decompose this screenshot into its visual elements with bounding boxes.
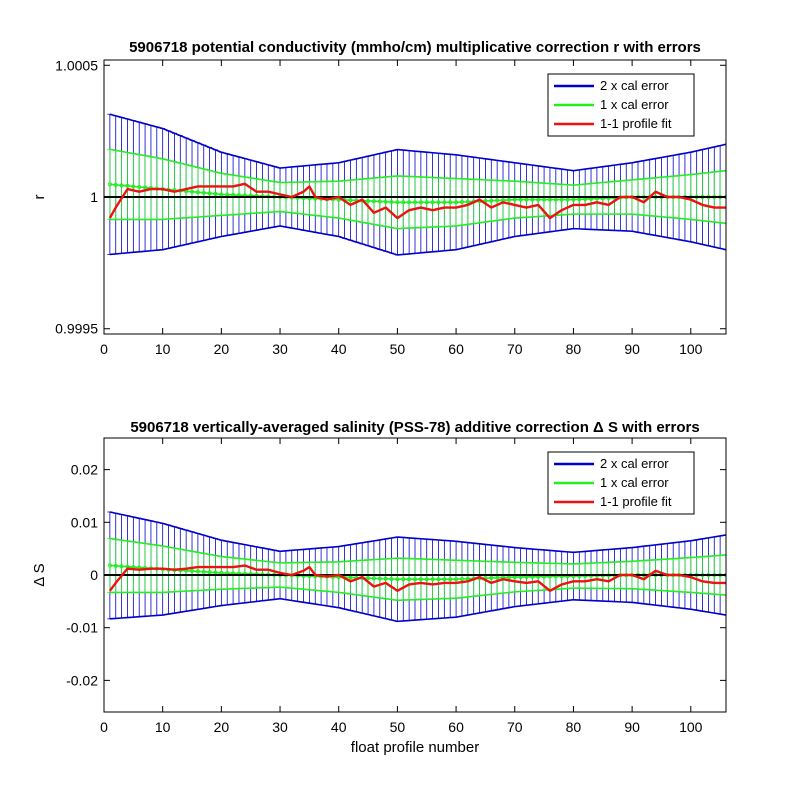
two-cal-error-upper-line [109, 511, 726, 554]
x-tick-label: 90 [624, 719, 640, 735]
y-axis-label: r [31, 195, 48, 200]
x-tick-label: 90 [624, 341, 640, 357]
legend: 2 x cal error 1 x cal error 1-1 profile fi… [547, 73, 695, 137]
one-cal-error-upper-line [109, 537, 726, 565]
legend-label: 1-1 profile fit [600, 116, 672, 131]
x-tick-label: 30 [272, 341, 288, 357]
y-tick-label: 0.02 [71, 462, 98, 478]
profile-fit-line [108, 182, 726, 220]
x-tick-label: 100 [679, 341, 703, 357]
chart-title: 5906718 potential conductivity (mmho/cm)… [129, 39, 701, 56]
x-tick-label: 60 [448, 341, 464, 357]
x-tick-label: 60 [448, 719, 464, 735]
panel-top-conductivity-correction: 5906718 potential conductivity (mmho/cm)… [31, 39, 727, 357]
x-tick-label: 80 [566, 719, 582, 735]
x-tick-label: 0 [100, 341, 108, 357]
y-tick-label: 0 [90, 567, 98, 583]
x-axis-label: float profile number [351, 739, 479, 756]
y-tick-label: 0.01 [71, 514, 98, 530]
legend-label: 1-1 profile fit [600, 494, 672, 509]
two-cal-error-upper-line [109, 113, 726, 172]
plot-data-group [104, 113, 726, 256]
x-tick-label: 10 [155, 719, 171, 735]
legend-label: 1 x cal error [600, 475, 669, 490]
x-tick-label: 40 [331, 719, 347, 735]
x-tick-label: 0 [100, 719, 108, 735]
legend-label: 2 x cal error [600, 78, 669, 93]
x-tick-label: 70 [507, 719, 523, 735]
y-axis-label: Δ S [31, 563, 48, 586]
x-tick-label: 20 [214, 341, 230, 357]
x-tick-label: 30 [272, 719, 288, 735]
plot-data-group [104, 511, 726, 623]
x-tick-label: 50 [390, 341, 406, 357]
x-tick-label: 100 [679, 719, 703, 735]
two-cal-error-lower-line [109, 597, 726, 623]
y-tick-label: 1.0005 [55, 57, 98, 73]
chart-title: 5906718 vertically-averaged salinity (PS… [130, 419, 699, 436]
profile-fit-line [108, 564, 726, 593]
y-tick-label: 0.9995 [55, 321, 98, 337]
one-cal-error-upper-line [109, 148, 726, 186]
x-tick-label: 10 [155, 341, 171, 357]
one-cal-error-lower-line [109, 210, 726, 230]
x-tick-label: 50 [390, 719, 406, 735]
two-cal-error-lower-line [109, 225, 726, 256]
legend-label: 2 x cal error [600, 456, 669, 471]
x-tick-label: 70 [507, 341, 523, 357]
x-tick-label: 80 [566, 341, 582, 357]
legend: 2 x cal error 1 x cal error 1-1 profile fi… [547, 451, 695, 515]
x-tick-label: 40 [331, 341, 347, 357]
y-tick-label: -0.02 [66, 672, 98, 688]
one-cal-error-lower-line [109, 586, 726, 602]
legend-label: 1 x cal error [600, 97, 669, 112]
x-tick-label: 20 [214, 719, 230, 735]
y-tick-label: -0.01 [66, 620, 98, 636]
y-tick-label: 1 [90, 189, 98, 205]
panel-bottom-salinity-correction: 5906718 vertically-averaged salinity (PS… [31, 419, 727, 756]
